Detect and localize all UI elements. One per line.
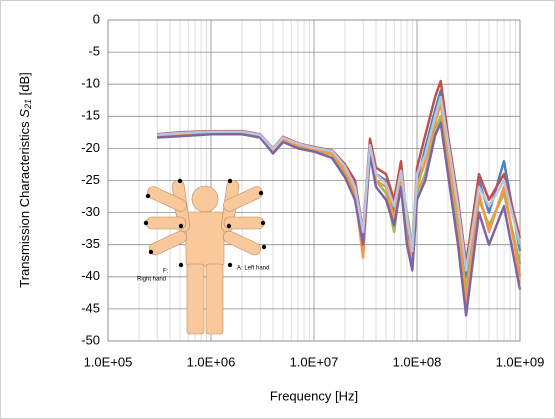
left-leg — [205, 263, 224, 335]
y-tick-label: -50 — [81, 332, 100, 347]
y-axis-title: Transmission Characteristics S21 [dB] — [17, 72, 35, 287]
annotation: F: — [163, 269, 169, 275]
y-axis-title-text: Transmission Characteristics — [17, 121, 32, 288]
x-tick-label: 1.0E+06 — [187, 354, 236, 369]
x-tick-label: 1.0E+07 — [290, 354, 339, 369]
right-leg — [186, 263, 205, 335]
body-figure: F: Right hand A: Left hand — [137, 178, 269, 335]
y-tick-label: -35 — [81, 236, 100, 251]
y-axis-title-symbol: S — [17, 109, 32, 118]
y-tick-label: 0 — [93, 11, 100, 26]
x-tick-label: 1.0E+09 — [496, 354, 545, 369]
annotation: A: Left hand — [237, 266, 269, 272]
y-tick-label: -10 — [81, 76, 100, 91]
y-tick-label: -5 — [88, 44, 100, 59]
series-line — [157, 121, 522, 317]
y-tick-label: -40 — [81, 268, 100, 283]
plot-border — [107, 19, 521, 342]
electrodes — [143, 178, 267, 268]
arm — [147, 186, 187, 212]
x-tick-label: 1.0E+08 — [393, 354, 442, 369]
plot-area — [107, 19, 522, 342]
arm — [223, 230, 261, 256]
y-tick-label: -20 — [81, 140, 100, 155]
head — [191, 185, 219, 213]
y-tick-label: -30 — [81, 204, 100, 219]
x-tick-label: 1.0E+05 — [84, 354, 133, 369]
y-axis-title-unit: [dB] — [17, 72, 32, 95]
y-tick-label: -25 — [81, 172, 100, 187]
y-tick-label: -15 — [81, 108, 100, 123]
y-axis-title-subscript: 21 — [23, 99, 33, 110]
torso — [185, 211, 225, 267]
y-tick-label: -45 — [81, 300, 100, 315]
x-axis-title: Frequency [Hz] — [270, 388, 358, 403]
annotation: Right hand — [137, 277, 166, 283]
series-line — [156, 95, 522, 272]
arm — [223, 186, 263, 212]
